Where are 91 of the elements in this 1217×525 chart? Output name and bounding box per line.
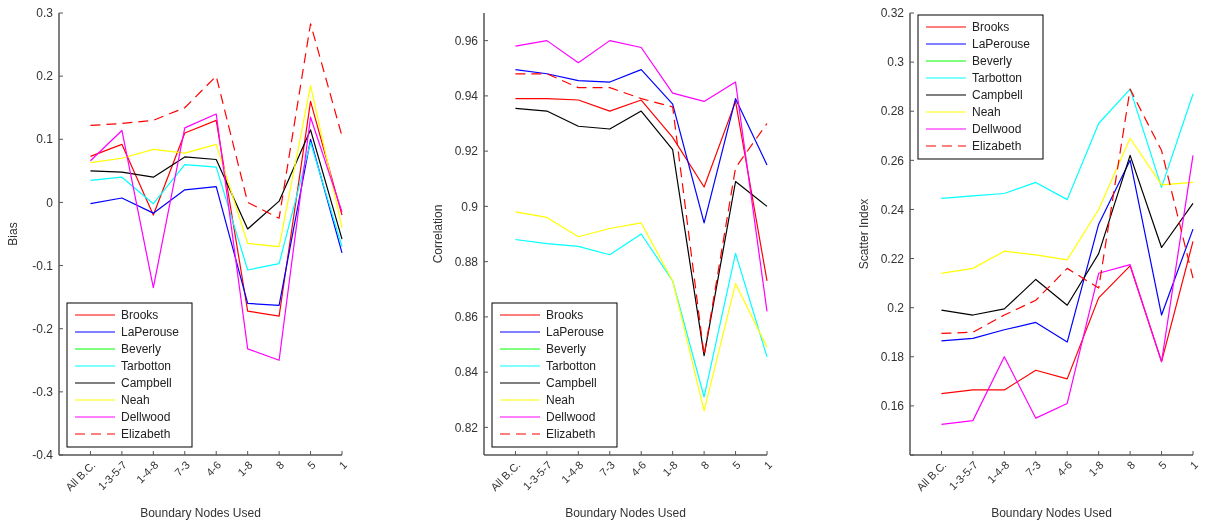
x-tick-label: 1 [761,458,775,472]
y-tick-label: -0.2 [32,321,54,336]
y-tick-label: -0.1 [32,258,54,273]
legend-label: Dellwood [121,410,171,425]
y-tick-label: 0.16 [880,399,905,414]
x-axis-title: Boundary Nodes Used [565,506,686,520]
y-tick-label: 0.26 [880,153,905,168]
legend-label: Dellwood [972,122,1022,137]
y-tick-label: 0.94 [454,89,479,104]
line-series [514,211,768,412]
legend-label: LaPerouse [546,325,605,340]
x-tick-label: 4-6 [628,458,649,479]
legend-label: LaPerouse [972,37,1031,52]
line-series [89,100,343,317]
x-tick-label: 8 [273,458,287,472]
legend-label: Dellwood [546,410,596,425]
legend-label: LaPerouse [121,325,180,340]
y-tick-label: 0.2 [887,300,905,315]
legend-label: Neah [546,393,575,408]
x-tick-label: 7-3 [597,458,617,479]
x-tick-label: 1 [336,458,350,472]
line-series [514,40,768,312]
y-tick-label: 0.2 [36,69,54,84]
legend-label: Beverly [972,54,1013,69]
y-tick-label: 0.28 [880,104,905,119]
y-tick-label: 0.3 [36,6,54,21]
line-series [940,154,1194,425]
y-tick-label: 0.3 [887,55,905,70]
y-tick-label: 0.9 [461,199,479,214]
x-tick-label: 1 [1187,458,1201,472]
x-tick-label: 8 [1124,458,1138,472]
line-series [89,113,343,361]
y-axis-title: Scatter Index [857,198,871,270]
line-series [89,138,343,306]
legend-label: Brooks [546,308,584,323]
line-series [89,129,343,240]
legend-label: Neah [121,393,150,408]
line-series [940,137,1194,274]
y-tick-label: 0.82 [454,420,479,435]
y-tick-label: 0.24 [880,202,905,217]
x-tick-label: 1-8 [660,458,680,479]
y-tick-label: -0.4 [32,448,54,463]
x-tick-label: 7-3 [172,458,192,479]
y-tick-label: 0.86 [454,310,479,325]
y-tick-label: 0 [46,195,54,210]
x-tick-label: All B.C. [488,458,523,494]
x-tick-label: All B.C. [63,458,98,494]
legend-label: Elizabeth [121,427,171,442]
y-tick-label: 0.92 [454,144,479,159]
legend-label: Campbell [972,88,1023,103]
x-tick-label: All B.C. [914,458,949,494]
x-axis-title: Boundary Nodes Used [140,506,261,520]
legend-label: Neah [972,105,1001,120]
line-series [940,88,1194,201]
x-tick-label: 5 [729,458,743,472]
x-tick-label: 5 [1155,458,1169,472]
y-tick-label: 0.96 [454,33,479,48]
legend-label: Campbell [546,376,597,391]
x-tick-label: 5 [304,458,318,472]
y-tick-label: -0.3 [32,385,54,400]
x-tick-label: 1-8 [235,458,255,479]
y-tick-label: 0.22 [880,251,905,266]
legend-label: Tarbotton [546,359,597,374]
y-tick-label: 0.84 [454,365,479,380]
line-series [89,141,343,271]
x-tick-label: 4-6 [203,458,224,479]
x-tick-label: 7-3 [1023,458,1043,479]
x-axis-title: Boundary Nodes Used [991,506,1112,520]
legend-label: Elizabeth [546,427,596,442]
y-tick-label: 0.32 [880,6,905,21]
line-series [89,85,343,248]
legend-label: Beverly [546,342,587,357]
legend-label: Campbell [121,376,172,391]
legend-label: Beverly [121,342,162,357]
x-tick-label: 4-6 [1054,458,1075,479]
legend-label: Tarbotton [972,71,1023,86]
y-axis-title: Correlation [431,204,445,264]
y-tick-label: 0.1 [36,132,54,147]
legend-label: Elizabeth [972,139,1022,154]
legend-label: Tarbotton [121,359,172,374]
legend-label: Brooks [972,20,1010,35]
line-series [940,159,1194,343]
legend-label: Brooks [121,308,159,323]
line-series [89,23,343,219]
y-axis-title: Bias [6,222,20,246]
line-series [514,69,768,224]
x-tick-label: 8 [698,458,712,472]
y-tick-label: 0.18 [880,349,905,364]
line-series [940,154,1194,316]
y-tick-label: 0.88 [454,254,479,269]
x-tick-label: 1-8 [1086,458,1106,479]
